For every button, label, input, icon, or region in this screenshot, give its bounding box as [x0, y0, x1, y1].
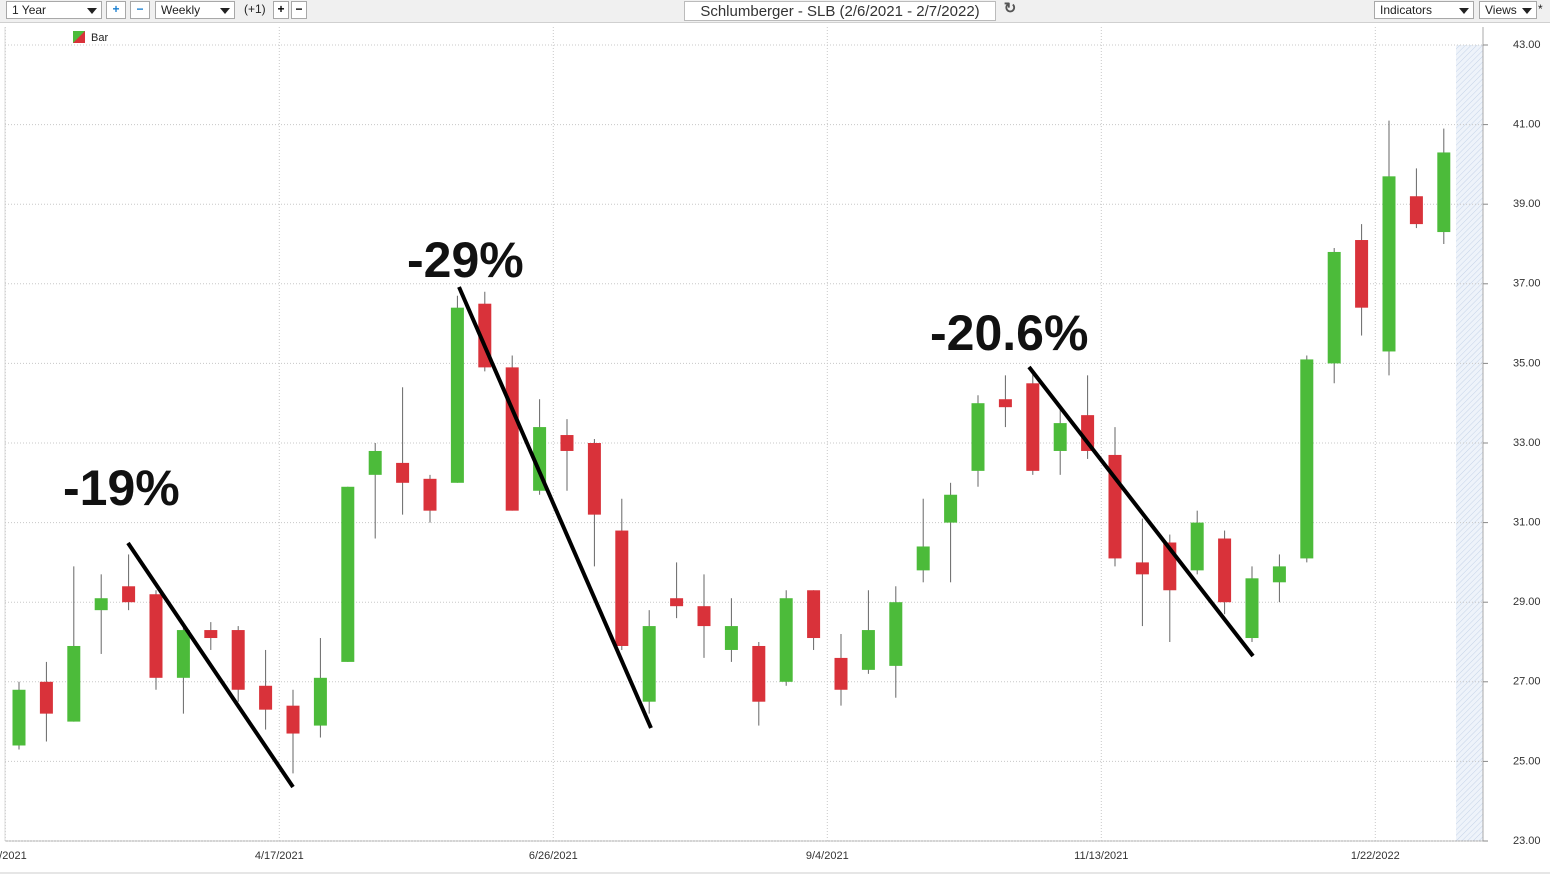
candle-body — [39, 681, 53, 714]
x-tick-label: 4/17/2021 — [255, 850, 304, 862]
x-tick-label: 9/4/2021 — [806, 850, 849, 862]
zoom-in-button[interactable]: + — [106, 1, 126, 19]
favorite-star[interactable]: * — [1538, 2, 1543, 16]
candle-body — [697, 606, 711, 627]
candle-body — [122, 586, 136, 603]
candle-body — [916, 546, 930, 571]
candle-body — [587, 443, 601, 515]
candle-body — [12, 689, 26, 746]
candle-body — [286, 705, 300, 734]
candle-body — [67, 645, 81, 722]
views-select[interactable]: Views — [1479, 1, 1537, 19]
candle-body — [615, 530, 629, 646]
toolbar: 1 Year + − Weekly (+1) + − Schlumberger … — [0, 0, 1550, 23]
candle-body — [1382, 176, 1396, 352]
y-tick-label: 39.00 — [1513, 198, 1541, 210]
candle-body — [1245, 578, 1259, 639]
range-select[interactable]: 1 Year — [6, 1, 102, 19]
candle-body — [861, 630, 875, 670]
candle-body — [779, 598, 793, 682]
y-tick-label: 25.00 — [1513, 755, 1541, 767]
x-tick-label: 1/22/2022 — [1351, 850, 1400, 862]
candle-body — [752, 645, 766, 702]
trend-line — [1027, 365, 1255, 658]
candle-body — [944, 494, 958, 523]
y-tick-label: 43.00 — [1513, 39, 1541, 51]
legend-label: Bar — [91, 32, 108, 44]
candle-body — [204, 630, 218, 639]
interval-select[interactable]: Weekly — [155, 1, 235, 19]
candle-body — [396, 462, 410, 483]
indicators-select[interactable]: Indicators — [1374, 1, 1474, 19]
y-tick-label: 41.00 — [1513, 119, 1541, 131]
trend-line — [126, 541, 295, 789]
candle-body — [368, 450, 382, 475]
y-tick-label: 31.00 — [1513, 517, 1541, 529]
candle-body — [1053, 423, 1067, 451]
candle-body — [1272, 566, 1286, 583]
offset-plus-button[interactable]: + — [273, 1, 289, 19]
y-tick-label: 27.00 — [1513, 676, 1541, 688]
candle-body — [94, 598, 108, 611]
refresh-button[interactable]: ↻ — [1003, 0, 1017, 17]
candle-body — [1218, 538, 1232, 603]
candle-body — [505, 367, 519, 511]
annotation: -20.6% — [930, 305, 1088, 361]
y-tick-label: 35.00 — [1513, 357, 1541, 369]
candle-body — [341, 486, 355, 662]
annotation: -19% — [63, 460, 180, 516]
candle-body — [1409, 196, 1423, 225]
y-tick-label: 23.00 — [1513, 835, 1541, 847]
candle-body — [423, 478, 437, 511]
y-tick-label: 33.00 — [1513, 437, 1541, 449]
candle-body — [1026, 383, 1040, 471]
candle-body — [971, 403, 985, 471]
candle-body — [176, 630, 190, 678]
candle-body — [807, 590, 821, 639]
offset-minus-button[interactable]: − — [291, 1, 307, 19]
candle-body — [1135, 562, 1149, 575]
y-tick-label: 37.00 — [1513, 278, 1541, 290]
candle-body — [724, 626, 738, 650]
candle-body — [670, 598, 684, 607]
candle-body — [1437, 152, 1451, 233]
candle-body — [642, 626, 656, 702]
candle-body — [450, 307, 464, 483]
x-tick-label: 2/6/2021 — [0, 850, 27, 862]
offset-label: (+1) — [244, 2, 266, 16]
x-tick-label: 6/26/2021 — [529, 850, 578, 862]
candle-body — [1300, 359, 1314, 559]
candle-body — [834, 657, 848, 690]
candle-body — [1327, 251, 1341, 364]
candle-body — [1355, 240, 1369, 308]
y-tick-label: 29.00 — [1513, 596, 1541, 608]
candle-body — [998, 399, 1012, 408]
x-tick-label: 11/13/2021 — [1074, 850, 1128, 862]
candle-body — [149, 594, 163, 678]
candle-body — [313, 677, 327, 726]
annotation: -29% — [407, 232, 524, 288]
trend-line — [457, 286, 653, 729]
candle-body — [560, 435, 574, 451]
candle-body — [1081, 415, 1095, 451]
candle-body — [259, 685, 273, 710]
zoom-out-button[interactable]: − — [130, 1, 150, 19]
candle-body — [1190, 522, 1204, 571]
candle-body — [231, 630, 245, 690]
legend-swatch-down — [73, 31, 85, 43]
chart-title: Schlumberger - SLB (2/6/2021 - 2/7/2022) — [684, 1, 996, 21]
candle-body — [889, 602, 903, 666]
